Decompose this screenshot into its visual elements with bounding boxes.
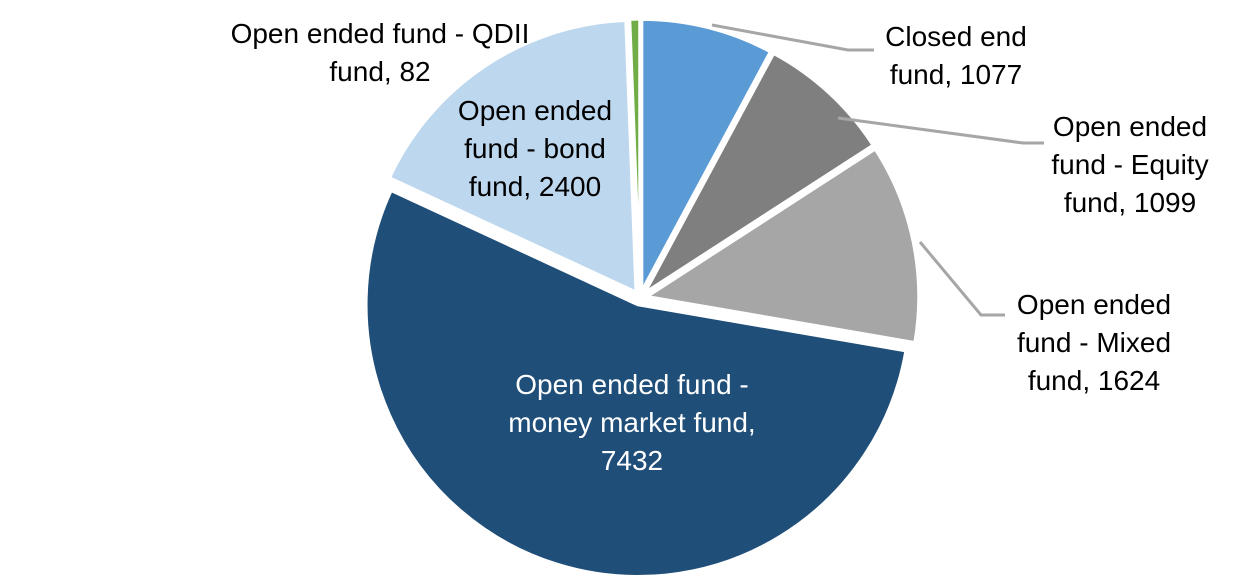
data-label-qdii-fund: Open ended fund - QDII fund, 82 — [230, 18, 530, 87]
leader-line-open-ended-fund-mixed-fund — [918, 241, 1005, 317]
pie-slice-open-ended-fund-bond-fund — [387, 18, 638, 294]
leader-line-closed-end-fund — [711, 23, 874, 52]
pie-slice-closed-end-fund — [640, 17, 773, 293]
leader-line-open-ended-fund-equity-fund — [837, 116, 1044, 145]
data-label-mixed-fund: Open ended fund - Mixed fund, 1624 — [1016, 289, 1172, 396]
pie-slice-open-ended-fund-money-market-fund — [364, 188, 908, 579]
data-label-bond-fund: Open ended fund - bond fund, 2400 — [457, 95, 613, 202]
pie-slice-open-ended-fund-mixed-fund — [645, 147, 921, 345]
data-label-money-market-fund: Open ended fund - money market fund, 743… — [508, 369, 756, 476]
data-label-closed-end-fund: Closed end fund, 1077 — [885, 21, 1027, 90]
data-label-equity-fund: Open ended fund - Equity fund, 1099 — [1051, 111, 1209, 218]
pie-slice-open-ended-fund-qdii-fund — [628, 17, 642, 293]
pie-slice-open-ended-fund-equity-fund — [643, 51, 875, 295]
